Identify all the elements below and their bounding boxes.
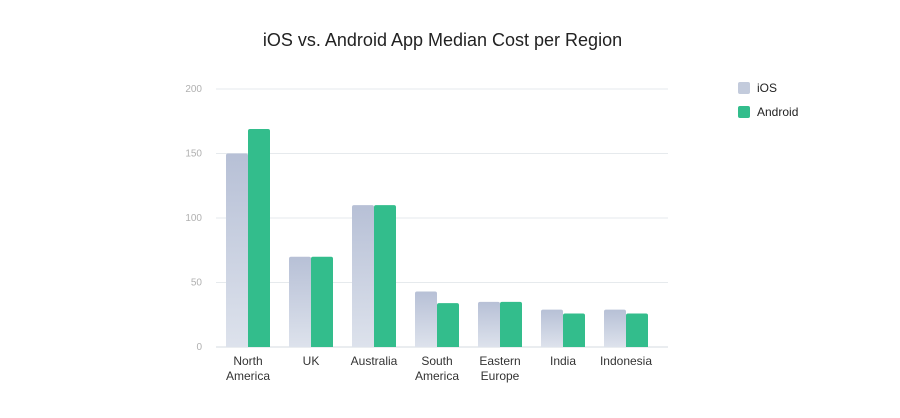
legend-swatch-android	[738, 106, 750, 118]
y-tick-label: 50	[191, 278, 203, 289]
bar-android-south-america	[437, 303, 459, 347]
x-category-label: India	[550, 354, 576, 368]
legend-item-ios[interactable]: iOS	[738, 80, 798, 96]
y-tick-label: 200	[185, 84, 202, 95]
y-tick-label: 100	[185, 213, 202, 224]
y-tick-label: 150	[185, 149, 202, 160]
bar-ios-india	[541, 309, 563, 347]
bar-ios-south-america	[415, 291, 437, 347]
x-axis-labels: North America UK Australia South America Easte…	[226, 354, 652, 383]
x-category-label: South America	[415, 354, 459, 383]
bars	[226, 128, 648, 347]
x-category-label: UK	[303, 354, 320, 368]
legend-item-android[interactable]: Android	[738, 104, 798, 120]
bar-android-uk	[311, 256, 333, 347]
x-category-label: North America	[226, 354, 270, 383]
y-tick-label: 0	[196, 342, 202, 353]
bar-android-australia	[374, 205, 396, 347]
bar-ios-indonesia	[604, 309, 626, 347]
bar-android-eastern-europe	[500, 301, 522, 347]
bar-android-indonesia	[626, 313, 648, 347]
legend-label-android: Android	[757, 105, 799, 119]
legend: iOS Android	[738, 80, 798, 128]
x-category-label: Australia	[351, 354, 398, 368]
y-axis-ticks: 0 50 100 150 200	[185, 84, 202, 353]
chart-title: iOS vs. Android App Median Cost per Regi…	[262, 30, 623, 50]
x-category-label: Eastern Europe	[479, 354, 520, 383]
legend-swatch-ios	[738, 82, 750, 94]
x-category-label: Indonesia	[600, 354, 652, 368]
legend-label-ios: iOS	[757, 81, 778, 95]
bar-android-north-america	[248, 128, 270, 347]
bar-ios-australia	[352, 205, 374, 347]
bar-ios-eastern-europe	[478, 301, 500, 347]
bar-android-india	[563, 313, 585, 347]
bar-ios-uk	[289, 256, 311, 347]
bar-ios-north-america	[226, 153, 248, 347]
